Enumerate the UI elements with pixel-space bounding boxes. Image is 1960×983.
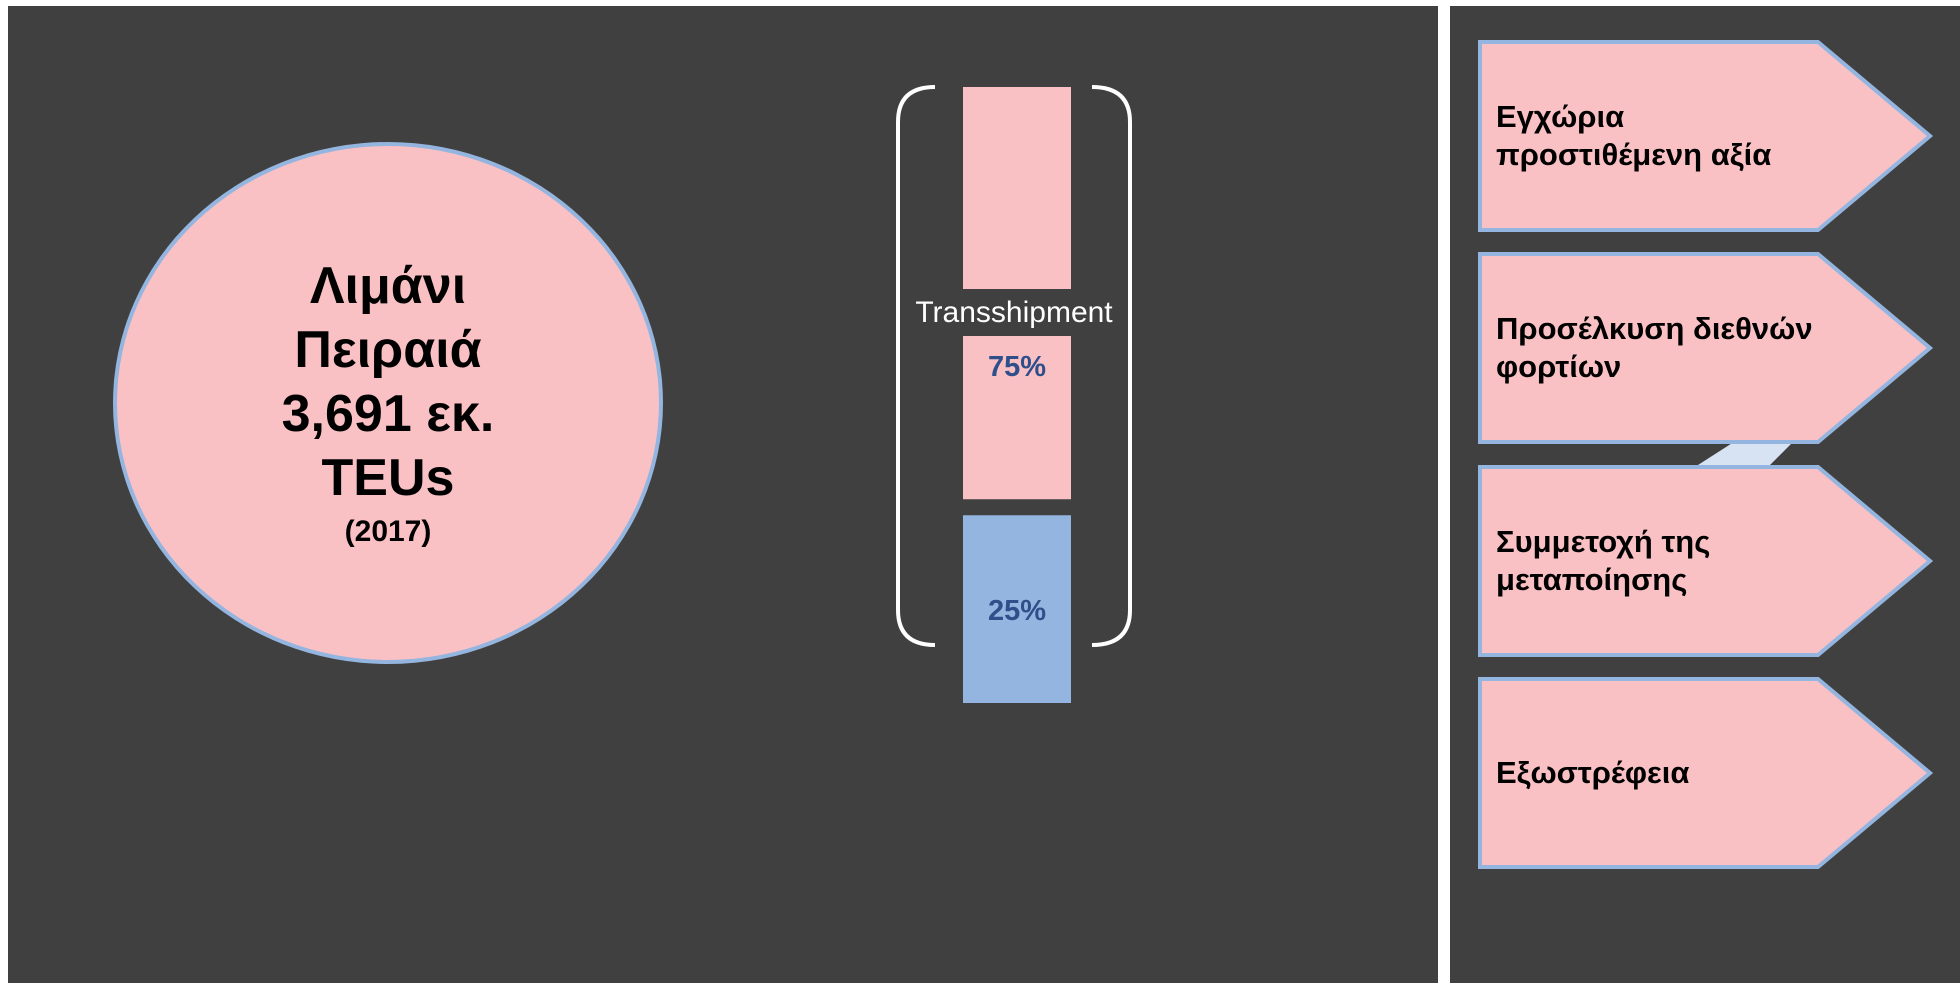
arrow-manufacturing-participation: Συμμετοχή της μεταποίησης (1478, 465, 1934, 657)
port-year: (2017) (344, 515, 432, 548)
bar-transshipment-upper (963, 87, 1071, 289)
arrow-local-value-added: Εγχώρια προστιθέμενη αξία (1478, 40, 1934, 232)
port-volume-unit: TEUs (321, 449, 455, 507)
arrow-shape (1478, 252, 1934, 444)
port-name-line-1: Λιμάνι (309, 257, 467, 315)
bar-transshipment (963, 336, 1071, 500)
arrow-label: Εγχώρια προστιθέμενη αξία (1496, 99, 1772, 172)
bar-value-label: 25% (988, 595, 1046, 627)
arrow-shape (1478, 465, 1934, 657)
port-name-line-2: Πειραιά (294, 321, 482, 379)
port-volume: 3,691 εκ. (281, 385, 495, 443)
bracket-right (1091, 85, 1132, 647)
port-circle: Λιμάνι Πειραιά 3,691 εκ. TEUs (2017) (113, 142, 663, 664)
bar-other (963, 515, 1071, 703)
arrow-international-cargo: Προσέλκυση διεθνών φορτίων (1478, 252, 1934, 444)
arrow-extroversion: Εξωστρέφεια (1478, 677, 1934, 869)
arrow-label: Εξωστρέφεια (1496, 755, 1690, 790)
bracket-left (896, 85, 936, 647)
labels-layer: 75% 25% (988, 351, 1046, 627)
arrow-shape (1478, 677, 1934, 869)
arrow-label: Συμμετοχή της μεταποίησης (1496, 524, 1711, 597)
bar-value-label: 75% (988, 351, 1046, 383)
arrow-label: Προσέλκυση διεθνών φορτίων (1496, 311, 1813, 384)
bracket-label: Transshipment (915, 296, 1113, 329)
bars-layer (963, 87, 1071, 703)
share-diagram: Transshipment 75% 25% (896, 85, 1132, 703)
arrow-shape (1478, 40, 1934, 232)
